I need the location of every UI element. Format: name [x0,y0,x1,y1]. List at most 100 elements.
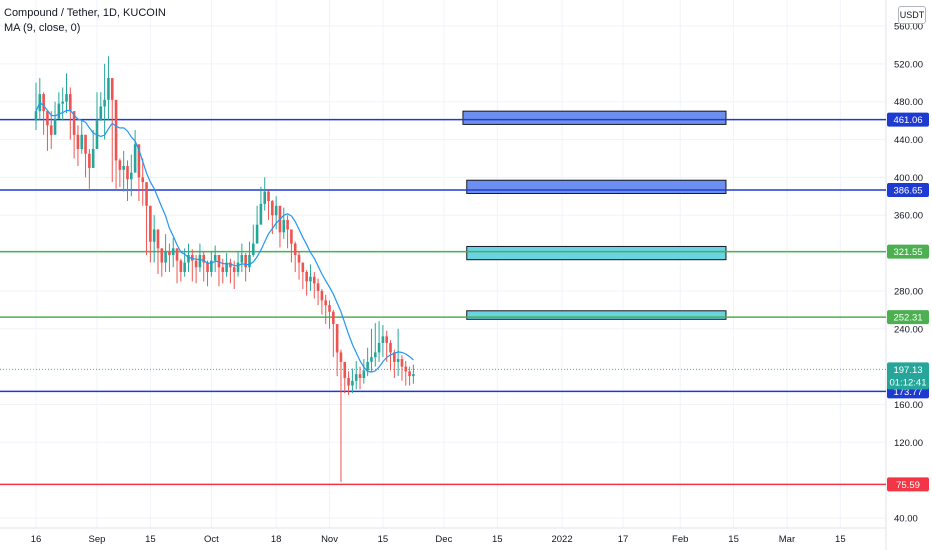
price-tag-1-bg[interactable] [887,183,929,198]
candle-body[interactable] [316,283,320,291]
candle-body[interactable] [53,118,57,135]
candle-body[interactable] [61,101,64,104]
candle-body[interactable] [229,262,232,268]
candle-body[interactable] [259,203,263,225]
candle-body[interactable] [46,111,49,126]
candle-body[interactable] [248,254,251,268]
candle-body[interactable] [114,99,118,161]
candle-body[interactable] [179,260,183,272]
candle-body[interactable] [290,229,293,244]
candle-body[interactable] [297,254,301,263]
candle-body[interactable] [110,78,114,100]
zone-rect-0[interactable] [462,110,727,125]
candle-body[interactable] [381,336,385,343]
candle-body[interactable] [164,251,167,263]
candle-body[interactable] [400,359,404,367]
candle-body[interactable] [240,254,244,263]
candle-body[interactable] [156,229,160,249]
candle-body[interactable] [354,374,358,381]
candle-body[interactable] [244,254,247,268]
candle-body[interactable] [362,370,366,378]
candle-body[interactable] [160,248,164,263]
indicator-label[interactable]: MA (9, close, 0) [4,22,81,34]
candle-body[interactable] [221,267,225,272]
candle-body[interactable] [412,374,415,377]
candle-body[interactable] [141,177,145,183]
candle-body[interactable] [187,254,190,263]
candle-body[interactable] [72,111,76,135]
price-tag-5-bg[interactable] [887,477,929,492]
candle-body[interactable] [332,311,335,325]
candle-body[interactable] [84,134,87,154]
candle-body[interactable] [103,99,106,107]
candle-body[interactable] [366,361,369,371]
candle-body[interactable] [267,191,270,202]
candle-body[interactable] [57,103,61,119]
candle-body[interactable] [183,262,186,272]
candle-body[interactable] [69,94,72,112]
currency-label[interactable]: USDT [898,6,926,24]
candle-body[interactable] [232,267,236,272]
candle-body[interactable] [80,134,84,149]
candle-body[interactable] [396,359,400,362]
zone-rect-1[interactable] [466,179,727,194]
candle-body[interactable] [408,371,411,377]
candle-body[interactable] [370,357,373,362]
candle-body[interactable] [34,111,38,121]
candle-body[interactable] [202,254,206,263]
candle-body[interactable] [263,191,267,204]
candle-body[interactable] [213,254,217,261]
zone-rect-2[interactable] [466,245,727,261]
candle-body[interactable] [210,260,213,272]
candle-body[interactable] [282,219,286,233]
candle-body[interactable] [145,182,148,206]
candle-body[interactable] [274,205,278,216]
candle-body[interactable] [194,260,198,268]
candle-body[interactable] [168,251,171,255]
candle-body[interactable] [373,352,377,358]
candle-body[interactable] [152,229,156,242]
price-tag-0-bg[interactable] [887,112,929,127]
candle-body[interactable] [99,106,103,121]
candle-body[interactable] [347,377,350,386]
candle-body[interactable] [126,166,129,180]
candle-body[interactable] [358,374,362,378]
candle-body[interactable] [328,305,331,312]
candle-body[interactable] [255,224,259,244]
candle-body[interactable] [286,219,289,230]
candle-body[interactable] [385,336,389,343]
candle-body[interactable] [225,262,228,272]
candle-body[interactable] [309,276,312,282]
zone-rect-3[interactable] [466,310,727,320]
candle-body[interactable] [324,300,328,306]
candle-body[interactable] [351,380,354,386]
candle-body[interactable] [118,160,122,170]
candle-body[interactable] [175,248,179,261]
candle-body[interactable] [206,262,209,272]
candle-body[interactable] [149,205,152,242]
candle-body[interactable] [130,172,133,180]
price-tag-3-bg[interactable] [887,310,929,325]
candle-body[interactable] [171,248,175,255]
candle-body[interactable] [137,144,141,178]
candle-body[interactable] [88,153,91,168]
candle-body[interactable] [293,243,297,255]
candle-body[interactable] [343,361,347,378]
candle-body[interactable] [271,201,274,216]
candle-body[interactable] [133,144,137,173]
candle-body[interactable] [49,125,53,135]
candle-body[interactable] [76,134,80,149]
candle-body[interactable] [389,342,392,353]
candle-body[interactable] [65,94,68,102]
price-tag-2-bg[interactable] [887,244,929,259]
candle-body[interactable] [91,149,95,168]
candle-body[interactable] [251,243,255,255]
candle-body[interactable] [339,352,343,362]
candle-body[interactable] [377,342,381,353]
candle-body[interactable] [107,78,110,100]
last-price-tag-bg[interactable] [887,362,929,390]
candle-body[interactable] [301,262,305,272]
candle-body[interactable] [305,272,308,282]
candle-body[interactable] [236,262,240,272]
